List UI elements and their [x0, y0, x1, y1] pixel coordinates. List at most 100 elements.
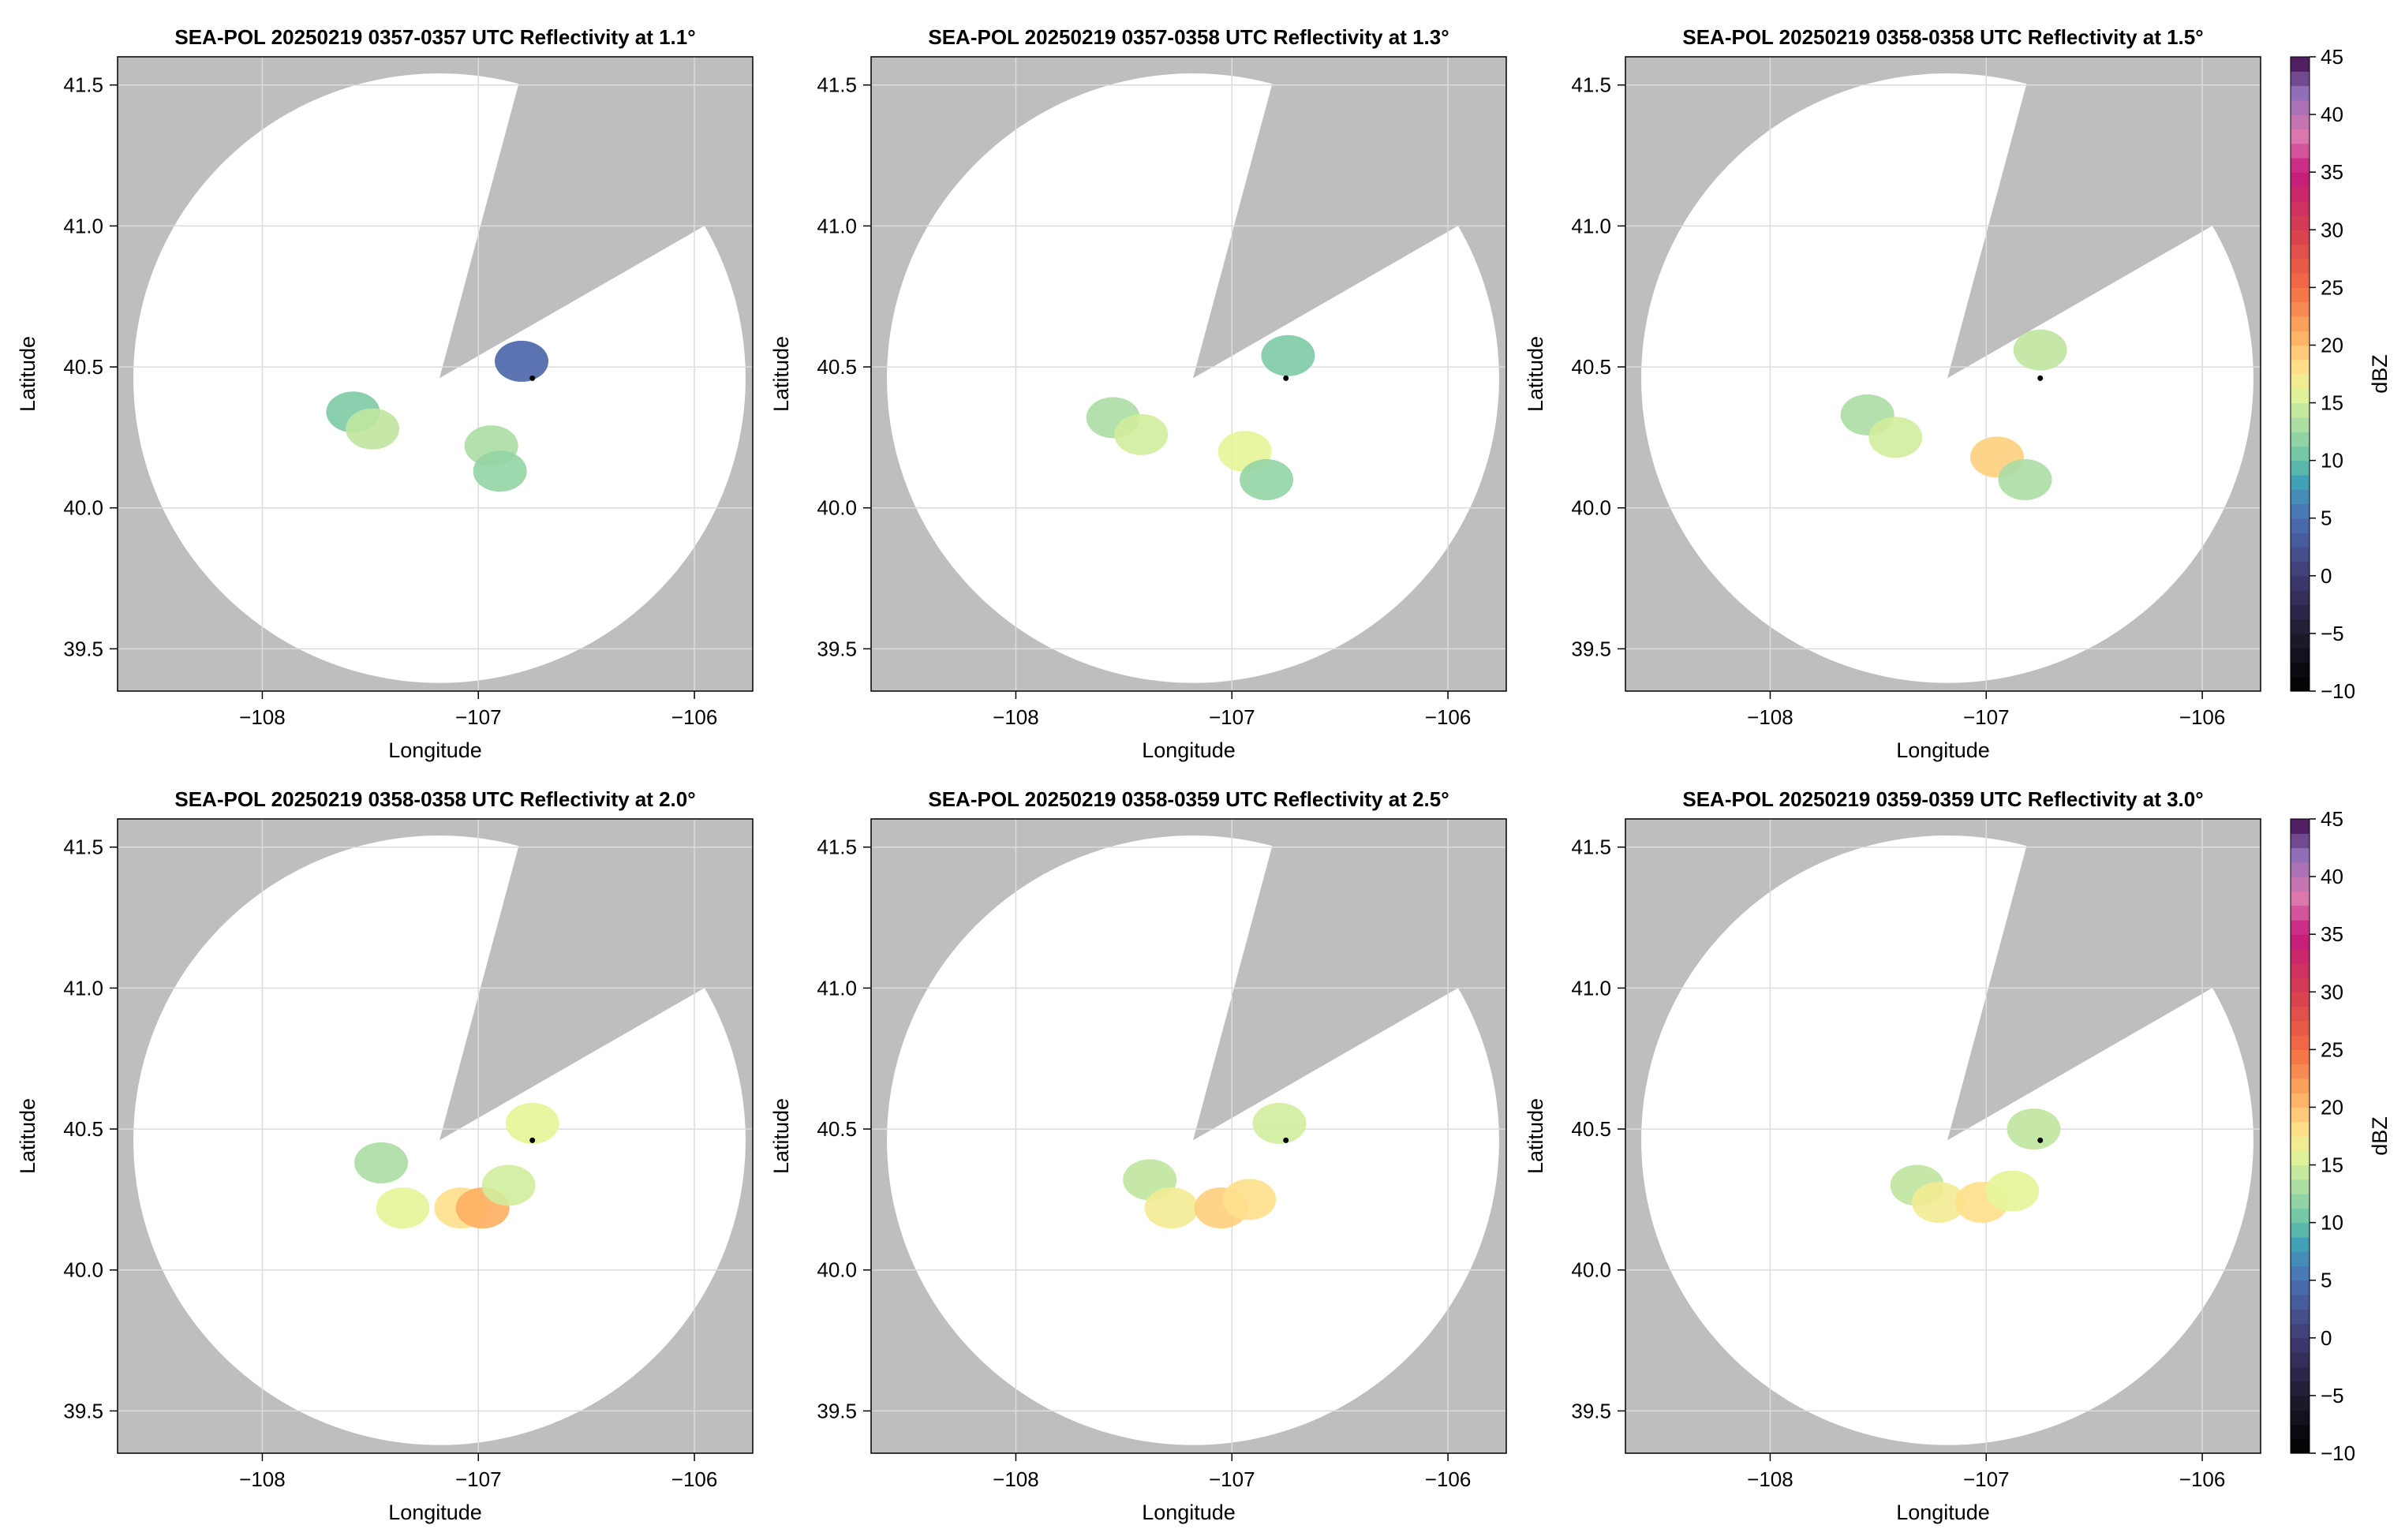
radar-panel: −108 −107 −106 39.5 40.0 40.5 41.0 41.5 SEA-POL … — [1524, 25, 2261, 762]
colorbar-segment — [2291, 129, 2310, 144]
y-tick-label: 41.0 — [817, 976, 857, 1000]
colorbar-segment — [2291, 1049, 2310, 1065]
colorbar-segment — [2291, 1093, 2310, 1108]
colorbar-tick-label: −5 — [2321, 1384, 2344, 1407]
colorbar-segment — [2291, 85, 2310, 101]
echo-layer — [1086, 335, 1315, 500]
colorbar-tick-label: 15 — [2321, 1153, 2343, 1177]
x-tick-label: −107 — [1209, 705, 1255, 729]
colorbar-segment — [2291, 244, 2310, 260]
colorbar-segment — [2291, 533, 2310, 548]
y-tick-label: 40.5 — [817, 355, 857, 379]
grid — [1625, 57, 2261, 691]
radar-panel: −108 −107 −106 39.5 40.0 40.5 41.0 41.5 SEA-POL … — [16, 787, 754, 1524]
radar-panel: −108 −107 −106 39.5 40.0 40.5 41.0 41.5 SEA-POL … — [769, 787, 1507, 1524]
colorbar-segment — [2291, 1424, 2310, 1440]
colorbar-tick-label: 45 — [2321, 45, 2343, 69]
colorbar-segment — [2291, 374, 2310, 389]
x-tick-label: −108 — [1747, 1467, 1793, 1491]
radar-site-marker — [2037, 375, 2044, 381]
reflectivity-echo — [481, 1164, 536, 1206]
colorbar-segment — [2291, 1222, 2310, 1238]
colorbar-segment — [2291, 934, 2310, 950]
colorbar-segment — [2291, 273, 2310, 288]
radar-panel: −108 −107 −106 39.5 40.0 40.5 41.0 41.5 SEA-POL … — [1524, 787, 2261, 1524]
colorbar-tick-label: 20 — [2321, 1095, 2343, 1119]
reflectivity-echo — [473, 450, 527, 492]
colorbar-segment — [2291, 648, 2310, 663]
colorbar-segment — [2291, 1078, 2310, 1093]
colorbar-segment — [2291, 388, 2310, 404]
grid — [118, 819, 753, 1453]
y-tick-label: 41.0 — [1571, 976, 1611, 1000]
colorbar-segment — [2291, 1337, 2310, 1353]
grid — [871, 57, 1506, 691]
radar-site-marker — [1283, 375, 1289, 381]
plot-frame — [870, 56, 1507, 692]
radar-panel: −108 −107 −106 39.5 40.0 40.5 41.0 41.5 SEA-POL … — [16, 25, 754, 762]
colorbar-segment — [2291, 977, 2310, 992]
radar-panel: −108 −107 −106 39.5 40.0 40.5 41.0 41.5 SEA-POL … — [769, 25, 1507, 762]
colorbar-segment — [2291, 446, 2310, 462]
reflectivity-echo — [1252, 1102, 1307, 1144]
colorbar-segment — [2291, 662, 2310, 678]
colorbar-segment — [2291, 1295, 2310, 1310]
plot-frame — [1625, 818, 2261, 1454]
x-tick-label: −107 — [1963, 1467, 2010, 1491]
colorbar-segment — [2291, 331, 2310, 346]
y-axis-label: Latitude — [1524, 1098, 1547, 1174]
colorbar-segment — [2291, 1366, 2310, 1382]
reflectivity-echo — [505, 1102, 559, 1144]
reflectivity-echo — [1998, 459, 2052, 500]
x-tick-label: −107 — [1209, 1467, 1255, 1491]
colorbar-segment — [2291, 862, 2310, 877]
colorbar-segment — [2291, 359, 2310, 375]
y-tick-label: 41.5 — [1571, 835, 1611, 859]
colorbar-segment — [2291, 114, 2310, 129]
colorbar-tick-label: −5 — [2321, 622, 2344, 645]
colorbar-segment — [2291, 948, 2310, 964]
colorbar-segment — [2291, 1150, 2310, 1166]
x-tick-label: −107 — [455, 1467, 502, 1491]
y-tick-label: 40.5 — [63, 355, 103, 379]
x-tick-label: −106 — [1425, 1467, 1472, 1491]
colorbar-tick-label: 15 — [2321, 391, 2343, 415]
x-axis-label: Longitude — [1896, 1501, 1990, 1524]
y-tick-label: 39.5 — [817, 1399, 857, 1422]
colorbar-frame — [2290, 818, 2310, 1454]
grid — [1625, 819, 2261, 1453]
x-tick-label: −107 — [1963, 705, 2010, 729]
plot-frame — [1625, 56, 2261, 692]
y-tick-label: 41.0 — [1571, 214, 1611, 237]
reflectivity-echo — [1144, 1187, 1199, 1229]
colorbar-segment — [2291, 1121, 2310, 1137]
colorbar-segment — [2291, 460, 2310, 476]
y-tick-label: 41.0 — [63, 214, 103, 237]
y-tick-label: 40.0 — [817, 1258, 857, 1282]
colorbar-segment — [2291, 962, 2310, 978]
y-tick-label: 40.0 — [1571, 496, 1611, 520]
y-tick-label: 40.0 — [1571, 1258, 1611, 1282]
colorbar-tick-label: 0 — [2321, 1326, 2332, 1350]
x-tick-label: −108 — [993, 1467, 1039, 1491]
reflectivity-echo — [1240, 459, 1294, 500]
y-tick-label: 40.5 — [63, 1117, 103, 1141]
colorbar-segment — [2291, 316, 2310, 331]
colorbar-segment — [2291, 1179, 2310, 1194]
colorbar-tick-label: 30 — [2321, 980, 2343, 1004]
y-tick-label: 40.5 — [1571, 1117, 1611, 1141]
x-tick-label: −106 — [2179, 1467, 2226, 1491]
colorbar-segment — [2291, 1251, 2310, 1267]
plot-frame — [870, 818, 1507, 1454]
colorbar-segment — [2291, 432, 2310, 447]
colorbar-segment — [2291, 905, 2310, 921]
colorbar-tick-label: 20 — [2321, 333, 2343, 357]
x-tick-label: −108 — [993, 705, 1039, 729]
colorbar: −10 −5 0 5 10 15 20 25 30 35 40 45 dBZ — [2290, 807, 2392, 1465]
y-axis-label: Latitude — [769, 1098, 793, 1174]
colorbar-segment — [2291, 287, 2310, 303]
y-tick-label: 41.5 — [1571, 73, 1611, 97]
echo-layer — [354, 1102, 559, 1229]
colorbar-segment — [2291, 215, 2310, 230]
